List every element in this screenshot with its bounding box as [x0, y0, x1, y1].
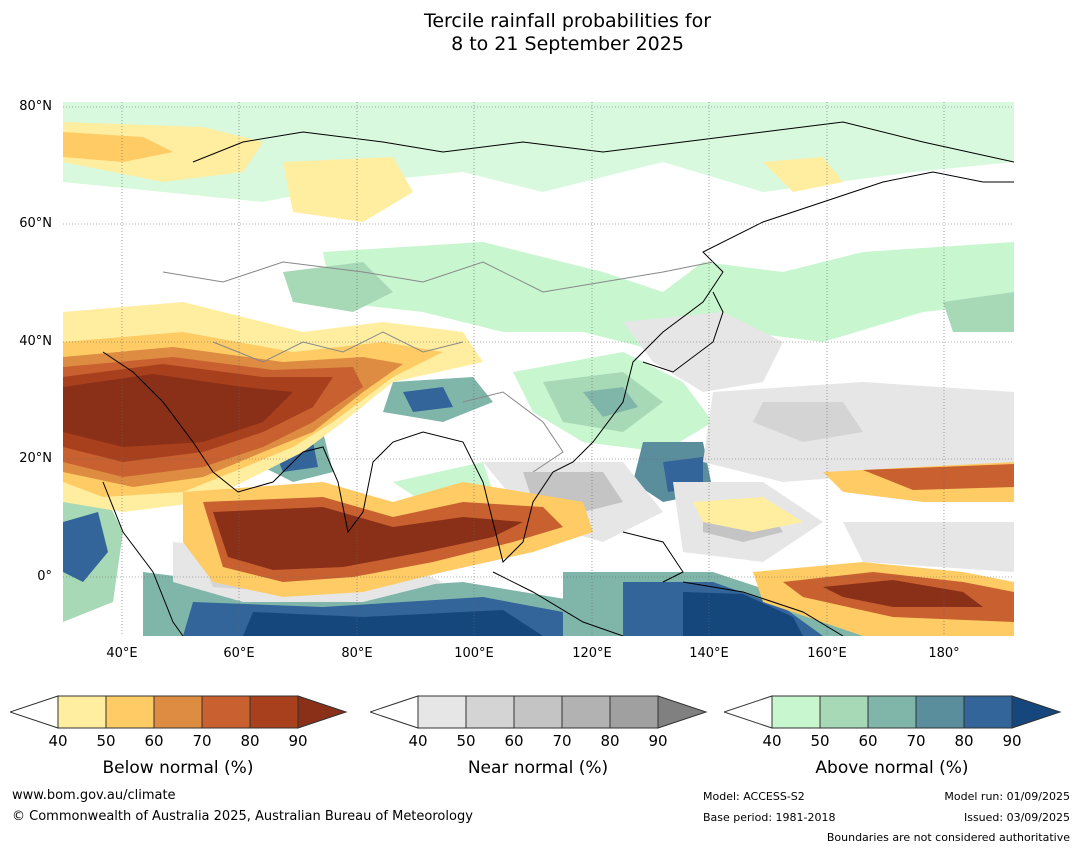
map-canvas — [63, 102, 1014, 636]
cbar-below-tick: 70 — [192, 732, 212, 750]
boundaries-disclaimer: Boundaries are not considered authoritat… — [826, 831, 1070, 844]
lon-label-160e: 160°E — [807, 646, 847, 661]
title-line-1: Tercile rainfall probabilities for — [423, 10, 712, 32]
base-period: Base period: 1981-2018 — [703, 811, 836, 824]
lat-label-60n: 60°N — [19, 216, 52, 231]
colorbar-near-normal — [368, 694, 710, 738]
cbar-near-swatch-50 — [465, 695, 515, 729]
cbar-below-tick: 80 — [240, 732, 260, 750]
cbar-above-tick: 90 — [1002, 732, 1022, 750]
lat-label-40n: 40°N — [19, 334, 52, 349]
cbar-above-swatch-40 — [771, 695, 821, 729]
cbar-above-tick: 70 — [906, 732, 926, 750]
lat-label-80n: 80°N — [19, 99, 52, 114]
lon-label-40e: 40°E — [106, 646, 138, 661]
cbar-below-tick: 40 — [48, 732, 68, 750]
lon-label-120e: 120°E — [572, 646, 612, 661]
colorbar-above-normal — [722, 694, 1064, 738]
cbar-near-tick: 70 — [552, 732, 572, 750]
lon-label-180: 180° — [928, 646, 960, 661]
cbar-above-swatch-60 — [867, 695, 917, 729]
cbar-near-swatch-60 — [513, 695, 563, 729]
issued-date: Issued: 03/09/2025 — [963, 811, 1070, 824]
cbar-below-tick: 90 — [288, 732, 308, 750]
lat-label-20n: 20°N — [19, 451, 52, 466]
cbar-below-tick: 50 — [96, 732, 116, 750]
cbar-near-tick: 60 — [504, 732, 524, 750]
lon-label-60e: 60°E — [223, 646, 255, 661]
colorbar-near-title: Near normal (%) — [467, 758, 609, 778]
cbar-above-swatch-50 — [819, 695, 869, 729]
cbar-near-swatch-80 — [609, 695, 659, 729]
cbar-near-tick: 50 — [456, 732, 476, 750]
cbar-above-extend-low — [722, 695, 773, 729]
cbar-above-tick: 40 — [762, 732, 782, 750]
lon-label-80e: 80°E — [341, 646, 373, 661]
coastlines — [102, 121, 1014, 636]
colorbar-below-title: Below normal (%) — [102, 758, 254, 778]
cbar-above-tick: 50 — [810, 732, 830, 750]
rainfall-probability-map — [63, 102, 1014, 636]
cbar-near-tick: 40 — [408, 732, 428, 750]
cbar-near-extend-high — [657, 695, 708, 729]
model-name: Model: ACCESS-S2 — [703, 790, 805, 803]
title-line-2: 8 to 21 September 2025 — [451, 33, 684, 55]
model-run-date: Model run: 01/09/2025 — [944, 790, 1070, 803]
cbar-below-extend-high — [297, 695, 348, 729]
cbar-near-swatch-40 — [417, 695, 467, 729]
cbar-below-swatch-80 — [249, 695, 299, 729]
cbar-above-swatch-80 — [963, 695, 1013, 729]
colorbar-above-title: Above normal (%) — [815, 758, 969, 778]
cbar-above-tick: 60 — [858, 732, 878, 750]
cbar-below-tick: 60 — [144, 732, 164, 750]
cbar-below-swatch-40 — [57, 695, 107, 729]
cbar-above-extend-high — [1011, 695, 1062, 729]
cbar-below-swatch-50 — [105, 695, 155, 729]
cbar-near-extend-low — [368, 695, 419, 729]
cbar-below-swatch-70 — [201, 695, 251, 729]
cbar-near-swatch-70 — [561, 695, 611, 729]
lon-label-100e: 100°E — [454, 646, 494, 661]
below-normal-region — [63, 122, 1014, 636]
cbar-above-swatch-70 — [915, 695, 965, 729]
cbar-below-swatch-60 — [153, 695, 203, 729]
graticule — [63, 102, 1014, 636]
copyright-text: © Commonwealth of Australia 2025, Austra… — [12, 809, 473, 824]
country-borders — [162, 261, 714, 473]
cbar-below-extend-low — [8, 695, 59, 729]
cbar-near-tick: 80 — [600, 732, 620, 750]
cbar-above-tick: 80 — [954, 732, 974, 750]
cbar-near-tick: 90 — [648, 732, 668, 750]
website-link[interactable]: www.bom.gov.au/climate — [12, 788, 176, 803]
colorbar-below-normal — [8, 694, 350, 738]
lon-label-140e: 140°E — [689, 646, 729, 661]
map-title: Tercile rainfall probabilities for 8 to … — [0, 10, 1081, 56]
lat-label-0: 0° — [37, 569, 52, 584]
